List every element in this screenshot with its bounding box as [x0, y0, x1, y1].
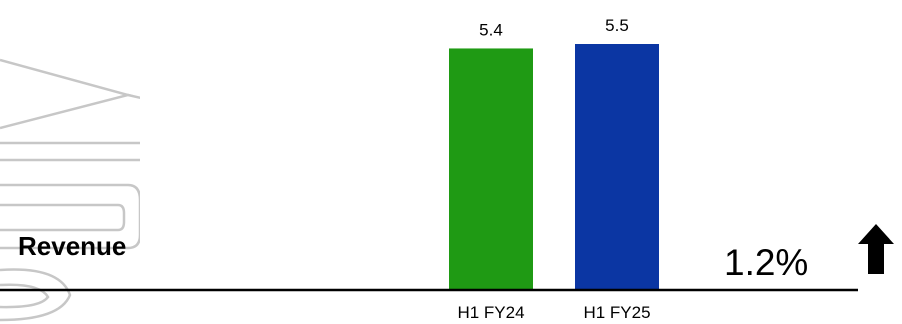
data-label-h1-fy25: 5.5: [605, 16, 629, 35]
watermark: [0, 58, 140, 322]
metric-label: Revenue: [18, 231, 127, 261]
x-tick-label-h1-fy24: H1 FY24: [457, 303, 524, 322]
arrow-up-icon: [858, 224, 894, 274]
change-percent: 1.2%: [724, 242, 809, 283]
bar-h1-fy24: [449, 48, 533, 289]
bar-h1-fy25: [575, 44, 659, 289]
data-label-h1-fy24: 5.4: [479, 20, 503, 39]
x-tick-label-h1-fy25: H1 FY25: [583, 303, 650, 322]
